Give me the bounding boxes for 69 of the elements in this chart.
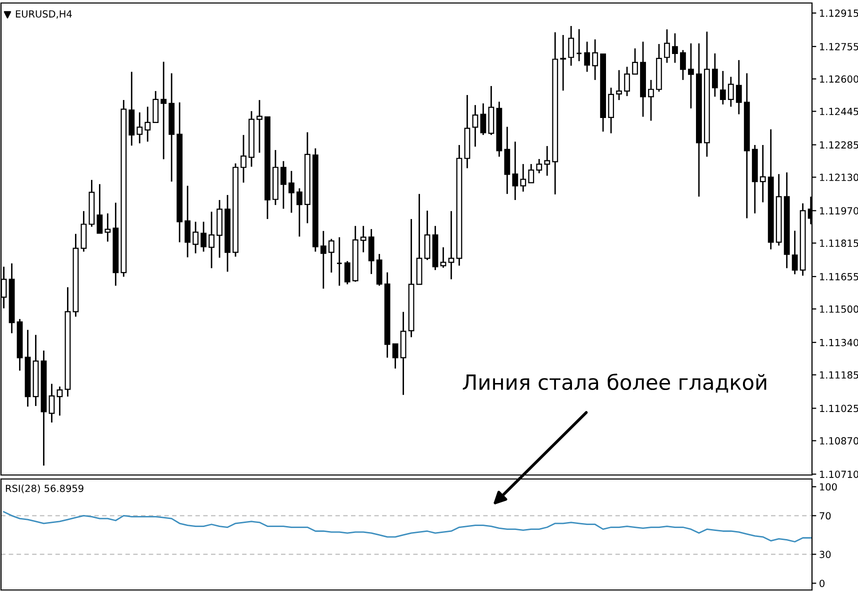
candlestick [360, 225, 366, 253]
candlestick [528, 163, 534, 184]
candlestick [544, 145, 550, 176]
candlestick [368, 228, 374, 275]
candlestick [568, 25, 574, 66]
candlestick [184, 185, 191, 258]
y-tick-label: 70 [820, 512, 831, 520]
candlestick [448, 210, 454, 280]
y-tick-label: 1.12285 [820, 141, 858, 149]
candlestick [240, 134, 246, 184]
candlestick [344, 260, 350, 285]
candlestick [280, 160, 286, 210]
candlestick [632, 48, 638, 75]
candlestick [56, 386, 63, 416]
y-tick-label: 1.11025 [820, 404, 858, 412]
candlestick [208, 211, 214, 269]
candlestick [736, 59, 742, 115]
candlestick [680, 49, 686, 81]
candlestick [48, 383, 55, 424]
line-series [3, 511, 812, 542]
y-tick-label: 1.12755 [820, 42, 858, 50]
y-tick-label: 100 [820, 483, 837, 491]
candlestick [320, 230, 326, 290]
y-tick-label: 1.11185 [820, 371, 858, 379]
candlestick [648, 79, 654, 122]
text: RSI(28) 56.8959 [6, 484, 84, 494]
candlestick [520, 163, 526, 192]
candlestick [472, 104, 478, 148]
candlestick [560, 34, 566, 92]
candlestick [664, 28, 670, 64]
y-tick-label: 0 [820, 580, 824, 588]
candlestick [328, 238, 334, 274]
candlestick [288, 170, 294, 214]
candlestick [584, 40, 590, 72]
y-tick-label: 1.11655 [820, 273, 858, 280]
candlestick [720, 70, 726, 106]
candlestick [296, 188, 302, 238]
candlestick [576, 28, 582, 62]
text: EURUSD,H4 [16, 10, 72, 19]
candlestick [96, 183, 103, 234]
y-tick-label: 1.12915 [820, 10, 858, 17]
candlestick [512, 140, 518, 201]
candlestick [688, 42, 694, 110]
y-tick-label: 1.12445 [820, 108, 858, 116]
candlestick [152, 90, 159, 124]
candlestick [792, 230, 798, 275]
candlestick [192, 221, 199, 254]
candlestick [592, 38, 598, 81]
candlestick [616, 69, 622, 101]
annotation: Линия стала более гладкой [462, 374, 766, 393]
candlestick [712, 52, 718, 98]
candlestick [200, 221, 206, 252]
candlestick [760, 144, 766, 203]
candlestick [624, 66, 630, 97]
candlestick [144, 106, 151, 142]
candlestick [104, 212, 111, 242]
candlestick [480, 102, 486, 136]
candlestick [424, 210, 430, 261]
candlestick [672, 32, 678, 64]
y-tick-label: 30 [820, 550, 831, 558]
y-tick-label: 1.11815 [820, 240, 858, 247]
candlestick [728, 76, 734, 108]
candlestick [608, 87, 614, 134]
candlestick [256, 99, 262, 154]
candlestick [136, 112, 143, 144]
candlestick [336, 236, 342, 286]
candlestick [536, 158, 542, 174]
candlestick [160, 61, 167, 160]
candlestick [392, 343, 398, 370]
